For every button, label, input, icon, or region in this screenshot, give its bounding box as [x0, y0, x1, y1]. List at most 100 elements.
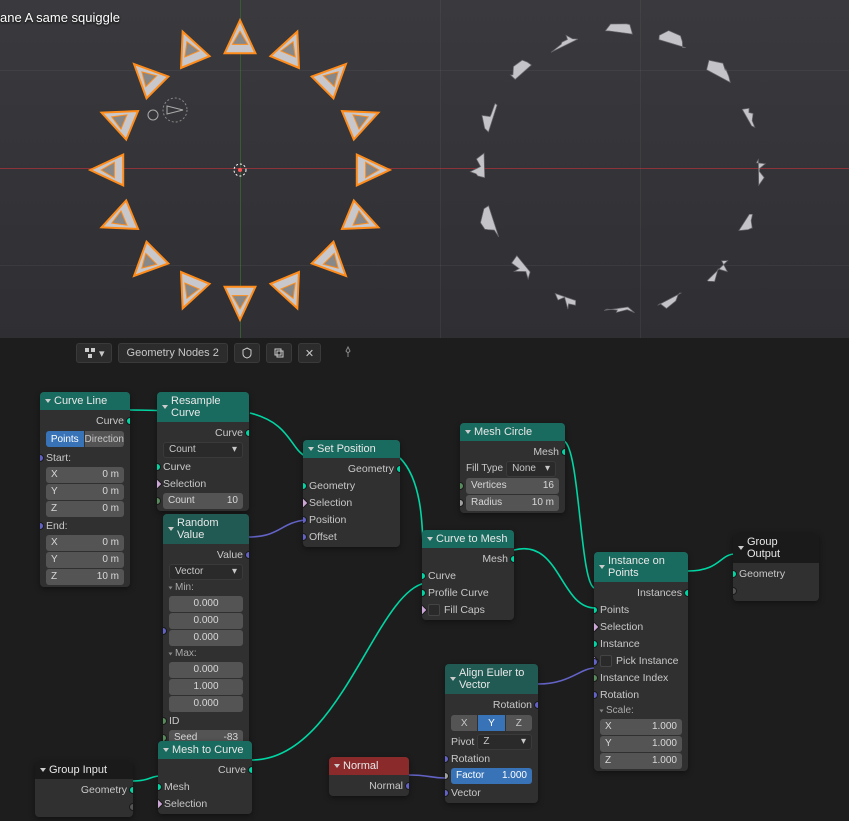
socket-int-in[interactable] — [594, 674, 598, 682]
node-header[interactable]: Align Euler to Vector — [445, 664, 538, 694]
socket-virtual-out[interactable] — [129, 803, 133, 811]
socket-geometry-out[interactable] — [129, 786, 133, 794]
node-mesh-to-curve[interactable]: Mesh to Curve Curve Mesh Selection — [158, 741, 252, 814]
socket-geometry-out[interactable] — [126, 417, 130, 425]
nodetree-name-field[interactable]: Geometry Nodes 2 — [118, 343, 228, 363]
socket-vector-in[interactable] — [303, 516, 307, 524]
socket-vector-in[interactable] — [445, 789, 449, 797]
socket-vector-in[interactable] — [40, 454, 44, 462]
socket-geometry-in[interactable] — [594, 606, 598, 614]
axis-z-button[interactable]: Z — [506, 715, 532, 731]
node-header[interactable]: Curve Line — [40, 392, 130, 410]
field-scale-x[interactable]: X1.000 — [600, 719, 682, 735]
fill-caps-checkbox[interactable] — [428, 604, 440, 616]
node-header[interactable]: Mesh to Curve — [158, 741, 252, 759]
node-mesh-circle[interactable]: Mesh Circle Mesh Fill TypeNone▾ Vertices… — [460, 423, 565, 513]
field-scale-z[interactable]: Z1.000 — [600, 753, 682, 769]
pin-button[interactable] — [341, 345, 355, 362]
socket-virtual-in[interactable] — [733, 587, 737, 595]
socket-geometry-in[interactable] — [594, 640, 598, 648]
node-align-euler-to-vector[interactable]: Align Euler to Vector Rotation X Y Z Piv… — [445, 664, 538, 803]
field-min-x[interactable]: 0.000 — [169, 596, 243, 612]
socket-geometry-out[interactable] — [245, 429, 249, 437]
socket-vector-out[interactable] — [245, 551, 249, 559]
node-random-value[interactable]: Random Value Value Vector▾ Min: 0.000 0.… — [163, 514, 249, 748]
socket-geometry-out[interactable] — [561, 448, 565, 456]
node-header[interactable]: Mesh Circle — [460, 423, 565, 441]
node-set-position[interactable]: Set Position Geometry Geometry Selection… — [303, 440, 400, 547]
fill-type-dropdown[interactable]: None▾ — [506, 461, 556, 477]
node-header[interactable]: Curve to Mesh — [422, 530, 514, 548]
field-min-z[interactable]: 0.000 — [169, 630, 243, 646]
node-header[interactable]: Group Input — [35, 761, 133, 779]
socket-geometry-in[interactable] — [733, 570, 737, 578]
resample-mode-dropdown[interactable]: Count▾ — [163, 442, 243, 458]
socket-geometry-in[interactable] — [157, 463, 161, 471]
socket-geometry-out[interactable] — [684, 589, 688, 597]
node-curve-to-mesh[interactable]: Curve to Mesh Mesh Curve Profile Curve F… — [422, 530, 514, 620]
socket-geometry-out[interactable] — [248, 766, 252, 774]
node-resample-curve[interactable]: Resample Curve Curve Count▾ Curve Select… — [157, 392, 249, 511]
socket-geometry-in[interactable] — [303, 482, 307, 490]
socket-int-in[interactable] — [157, 497, 161, 505]
socket-bool-in[interactable] — [303, 497, 309, 508]
axis-x-button[interactable]: X — [451, 715, 477, 731]
browse-nodetree-button[interactable]: ▾ — [76, 343, 112, 363]
socket-int-in[interactable] — [460, 482, 464, 490]
shield-button[interactable] — [234, 343, 260, 363]
field-count[interactable]: Count10 — [163, 493, 243, 509]
field-end-y[interactable]: Y0 m — [46, 552, 124, 568]
socket-bool-in[interactable] — [158, 798, 164, 809]
node-instance-on-points[interactable]: Instance on Points Instances Points Sele… — [594, 552, 688, 771]
socket-float-in[interactable] — [460, 499, 464, 507]
node-header[interactable]: Set Position — [303, 440, 400, 458]
unlink-button[interactable]: ✕ — [298, 343, 321, 363]
socket-bool-in[interactable] — [422, 604, 428, 615]
socket-geometry-in[interactable] — [422, 572, 426, 580]
field-end-z[interactable]: Z10 m — [46, 569, 124, 585]
socket-vector-in[interactable] — [445, 755, 449, 763]
socket-vector-in[interactable] — [303, 533, 307, 541]
node-header[interactable]: Group Output — [733, 533, 819, 563]
field-end-x[interactable]: X0 m — [46, 535, 124, 551]
field-radius[interactable]: Radius10 m — [466, 495, 559, 511]
socket-vector-in[interactable] — [594, 691, 598, 699]
node-header[interactable]: Normal — [329, 757, 409, 775]
pick-instance-checkbox[interactable] — [600, 655, 612, 667]
field-factor[interactable]: Factor1.000 — [451, 768, 532, 784]
field-max-z[interactable]: 0.000 — [169, 696, 243, 712]
node-group-input[interactable]: Group Input Geometry — [35, 761, 133, 817]
field-vertices[interactable]: Vertices16 — [466, 478, 559, 494]
field-scale-y[interactable]: Y1.000 — [600, 736, 682, 752]
node-header[interactable]: Resample Curve — [157, 392, 249, 422]
node-group-output[interactable]: Group Output Geometry — [733, 533, 819, 601]
socket-vector-out[interactable] — [405, 782, 409, 790]
socket-int-in[interactable] — [163, 717, 167, 725]
viewport-3d[interactable]: ane A same squiggle — [0, 0, 849, 338]
field-max-x[interactable]: 0.000 — [169, 662, 243, 678]
node-curve-line[interactable]: Curve Line Curve Points Direction Start:… — [40, 392, 130, 587]
random-type-dropdown[interactable]: Vector▾ — [169, 564, 243, 580]
field-min-y[interactable]: 0.000 — [169, 613, 243, 629]
axis-y-button[interactable]: Y — [478, 715, 504, 731]
node-editor[interactable]: Curve Line Curve Points Direction Start:… — [0, 368, 849, 821]
field-start-x[interactable]: X0 m — [46, 467, 124, 483]
socket-vector-out[interactable] — [534, 701, 538, 709]
socket-bool-in[interactable] — [157, 478, 163, 489]
socket-vector-in[interactable] — [40, 522, 44, 530]
mode-points-button[interactable]: Points — [46, 431, 84, 447]
node-header[interactable]: Random Value — [163, 514, 249, 544]
socket-geometry-out[interactable] — [510, 555, 514, 563]
socket-geometry-in[interactable] — [422, 589, 426, 597]
field-max-y[interactable]: 1.000 — [169, 679, 243, 695]
mode-direction-button[interactable]: Direction — [85, 431, 124, 447]
socket-geometry-out[interactable] — [396, 465, 400, 473]
field-start-y[interactable]: Y0 m — [46, 484, 124, 500]
field-start-z[interactable]: Z0 m — [46, 501, 124, 517]
duplicate-button[interactable] — [266, 343, 292, 363]
socket-float-in[interactable] — [445, 772, 449, 780]
node-header[interactable]: Instance on Points — [594, 552, 688, 582]
pivot-dropdown[interactable]: Z▾ — [477, 734, 532, 750]
node-normal[interactable]: Normal Normal — [329, 757, 409, 796]
socket-bool-in[interactable] — [594, 621, 600, 632]
